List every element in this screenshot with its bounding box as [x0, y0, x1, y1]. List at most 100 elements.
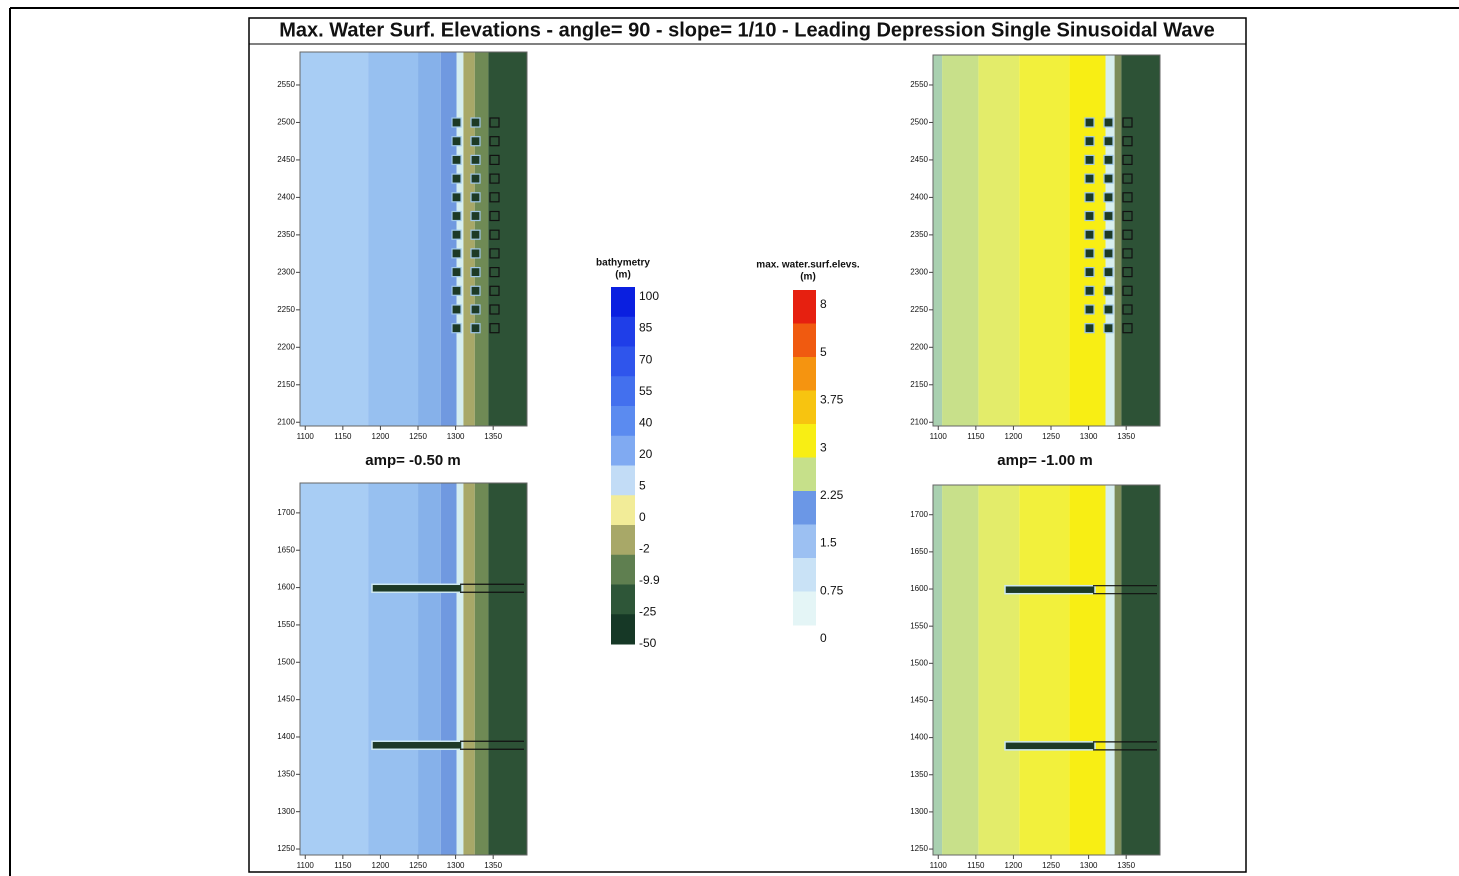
figure-title: Max. Water Surf. Elevations - angle= 90 … — [279, 19, 1214, 41]
structure — [1085, 305, 1094, 314]
field-band — [1069, 485, 1105, 855]
colorbar-label: -25 — [639, 605, 657, 619]
jetty — [1005, 742, 1095, 750]
colorbar-segment — [611, 466, 635, 496]
structure — [471, 118, 480, 127]
field-band — [1106, 485, 1115, 855]
x-tick-label: 1150 — [967, 432, 985, 441]
structure — [1104, 193, 1113, 202]
colorbar-segment — [793, 424, 816, 458]
jetty — [372, 741, 462, 749]
field-band — [1121, 485, 1160, 855]
x-tick-label: 1100 — [297, 861, 315, 870]
field-band — [1069, 55, 1105, 426]
x-tick-label: 1150 — [967, 861, 985, 870]
x-tick-label: 1250 — [409, 432, 427, 441]
structure — [452, 174, 461, 183]
field-band — [942, 55, 978, 426]
y-tick-label: 2100 — [277, 417, 295, 426]
x-tick-label: 1300 — [1080, 861, 1098, 870]
panel-caption: amp= -0.50 m — [365, 452, 460, 469]
structure — [1085, 137, 1094, 146]
structure — [1085, 174, 1094, 183]
x-tick-label: 1250 — [409, 861, 427, 870]
field-band — [488, 483, 527, 855]
x-tick-label: 1350 — [484, 861, 502, 870]
y-tick-label: 2250 — [277, 305, 295, 314]
structure — [471, 212, 480, 221]
colorbar-title: max. water.surf.elevs. — [756, 260, 860, 271]
y-tick-label: 1700 — [277, 508, 295, 517]
y-tick-label: 2450 — [910, 155, 928, 164]
field-band — [1115, 485, 1122, 855]
x-tick-label: 1350 — [1117, 861, 1135, 870]
x-tick-label: 1150 — [334, 861, 352, 870]
structure — [452, 230, 461, 239]
y-tick-label: 1350 — [910, 770, 928, 779]
structure — [471, 268, 480, 277]
structure — [452, 249, 461, 258]
colorbar-segment — [611, 495, 635, 525]
x-tick-label: 1100 — [297, 432, 315, 441]
panel-caption: amp= -1.00 m — [997, 452, 1092, 469]
structure — [471, 286, 480, 295]
colorbar-label: 85 — [639, 321, 653, 335]
x-tick-label: 1100 — [930, 861, 948, 870]
x-tick-label: 1300 — [447, 861, 465, 870]
colorbar-segment — [611, 287, 635, 317]
y-tick-label: 1250 — [277, 844, 295, 853]
colorbar-label: 100 — [639, 289, 659, 303]
y-tick-label: 2450 — [277, 155, 295, 164]
structure — [1085, 230, 1094, 239]
colorbar-segment — [611, 555, 635, 585]
colorbar-unit: (m) — [800, 272, 816, 283]
field-band — [933, 55, 942, 426]
y-tick-label: 1450 — [910, 696, 928, 705]
colorbar-segment — [793, 357, 816, 391]
field-band — [1115, 55, 1122, 426]
field-band — [933, 485, 942, 855]
structure — [471, 230, 480, 239]
field-band — [300, 483, 368, 855]
colorbar-segment — [611, 436, 635, 466]
field-band — [1019, 55, 1069, 426]
structure — [452, 305, 461, 314]
y-tick-label: 1300 — [277, 807, 295, 816]
structure — [452, 286, 461, 295]
structure — [452, 118, 461, 127]
x-tick-label: 1200 — [1005, 861, 1023, 870]
field-band — [463, 483, 474, 855]
structure — [1085, 286, 1094, 295]
y-tick-label: 2100 — [910, 417, 928, 426]
y-tick-label: 1600 — [277, 583, 295, 592]
colorbar-segment — [611, 317, 635, 347]
x-tick-label: 1100 — [930, 432, 948, 441]
colorbar-label: 55 — [639, 384, 653, 398]
structure — [1085, 193, 1094, 202]
field-band — [418, 483, 441, 855]
colorbar-segment — [793, 592, 816, 626]
y-tick-label: 1350 — [277, 769, 295, 778]
y-tick-label: 1400 — [277, 732, 295, 741]
field-band — [1106, 55, 1115, 426]
structure — [1104, 137, 1113, 146]
structure — [1104, 268, 1113, 277]
y-tick-label: 1300 — [910, 807, 928, 816]
field-band — [457, 483, 464, 855]
structure — [1104, 324, 1113, 333]
x-tick-label: 1350 — [1117, 432, 1135, 441]
structure — [471, 137, 480, 146]
structure — [1104, 286, 1113, 295]
structure — [471, 324, 480, 333]
colorbar-label: 8 — [820, 297, 827, 311]
colorbar-label: 70 — [639, 352, 653, 366]
colorbar-title: bathymetry — [596, 258, 650, 269]
colorbar-segment — [793, 525, 816, 559]
y-tick-label: 2400 — [910, 193, 928, 202]
structure — [452, 155, 461, 164]
x-tick-label: 1250 — [1042, 861, 1060, 870]
structure — [471, 174, 480, 183]
colorbar-segment — [793, 391, 816, 425]
y-tick-label: 1400 — [910, 733, 928, 742]
y-tick-label: 1650 — [277, 545, 295, 554]
